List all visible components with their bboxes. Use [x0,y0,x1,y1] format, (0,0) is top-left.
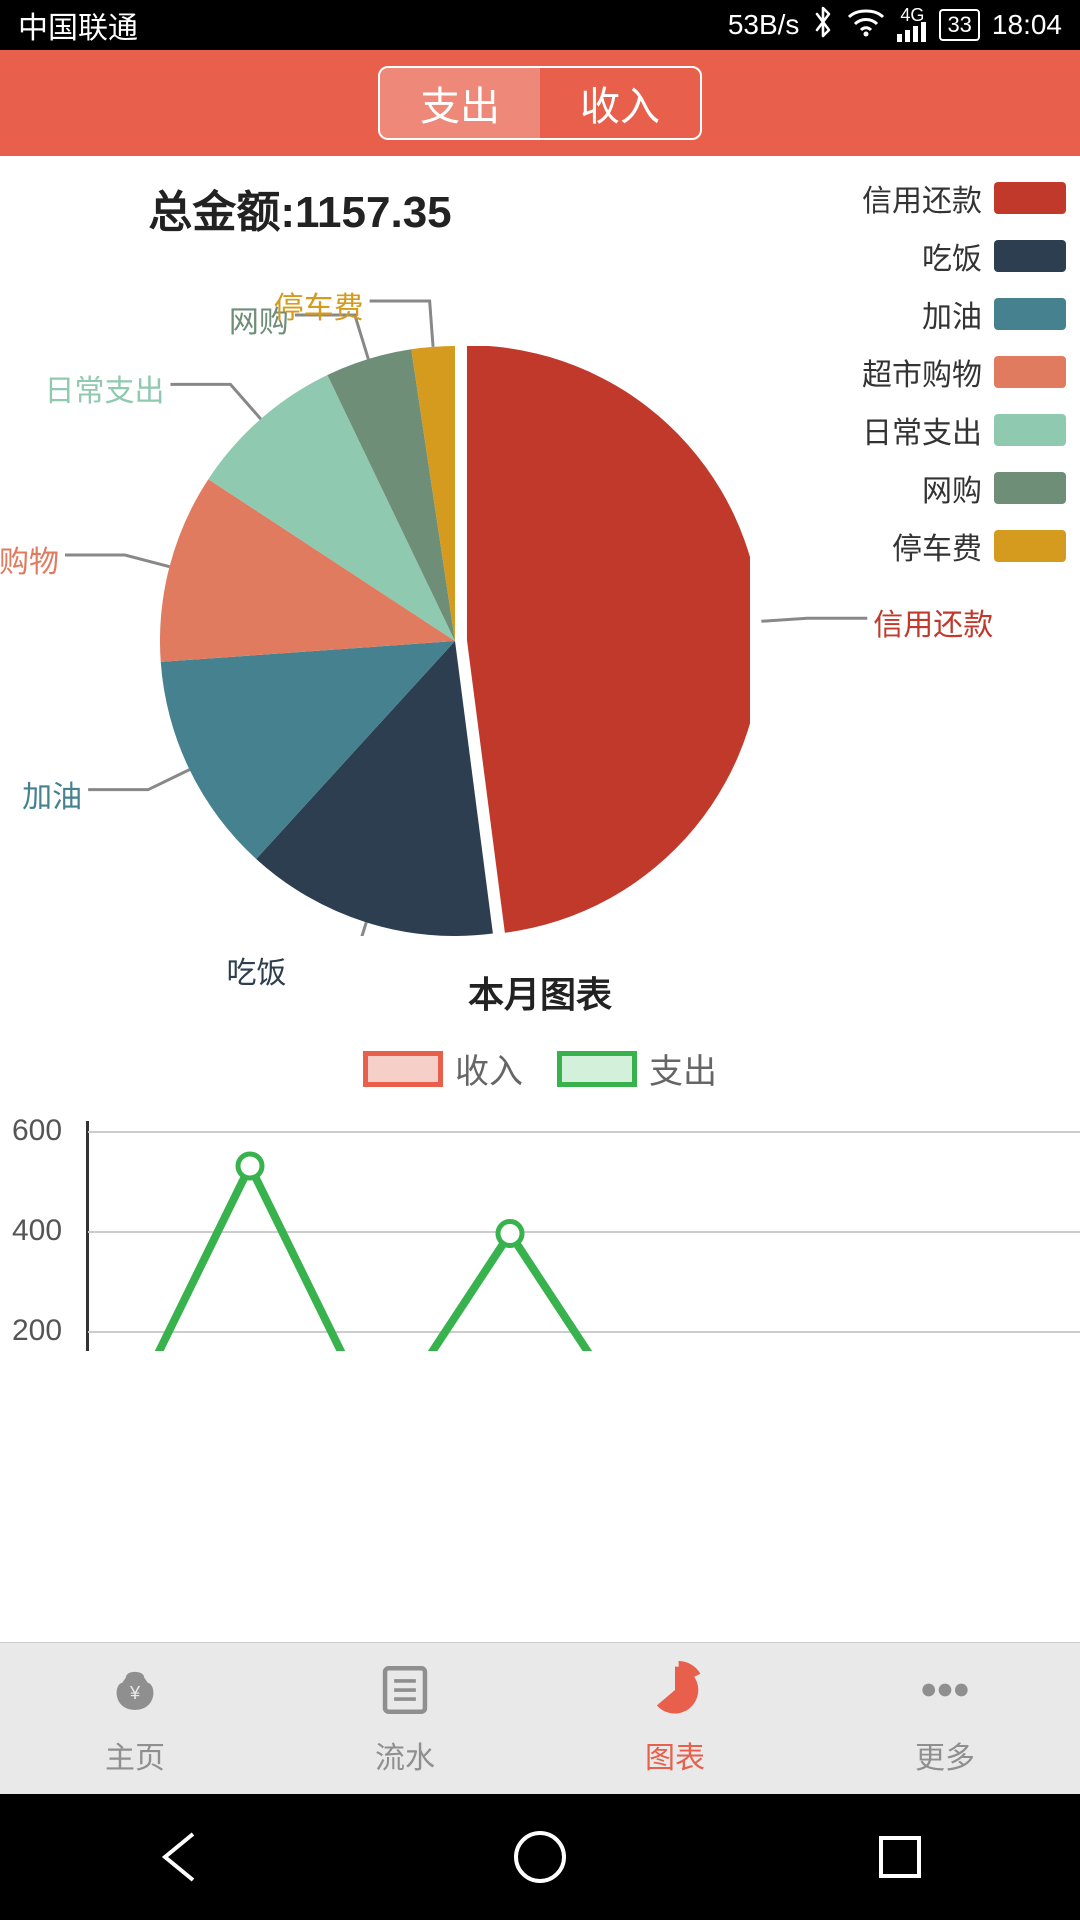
tabbar-label: 流水 [375,1733,435,1777]
legend-日常支出[interactable]: 日常支出 [862,408,1066,452]
tab-income[interactable]: 收入 [540,68,700,138]
legend-swatch [994,472,1066,504]
monthly-legend-收入[interactable]: 收入 [363,1044,523,1093]
tabbar-label: 图表 [645,1733,705,1777]
pie-slice-信用还款[interactable] [467,346,750,933]
legend-label: 加油 [922,292,982,336]
bluetooth-icon [811,5,835,46]
svg-text:¥: ¥ [129,1683,141,1703]
legend-swatch [994,182,1066,214]
monthly-chart-section: 本月图表 收入 支出 600 400 200 [0,966,1080,1351]
legend-label: 吃饭 [922,234,982,278]
status-bar: 中国联通 53B/s 4G 33 18:04 [0,0,1080,50]
pie-callout-停车费: 停车费 [274,283,364,327]
pie-callout-日常支出: 日常支出 [44,366,164,410]
monthly-legend-swatch [557,1051,637,1087]
pie-callout-吃饭: 吃饭 [226,948,286,992]
tabbar-label: 主页 [105,1733,165,1777]
tabbar-home[interactable]: ¥ 主页 [0,1643,270,1794]
legend-label: 网购 [922,466,982,510]
tab-expense[interactable]: 支出 [380,68,540,138]
monthly-legend-支出[interactable]: 支出 [557,1044,717,1093]
pie-callout-加油: 加油 [22,772,82,816]
tab-income-label: 收入 [580,74,660,132]
monthly-title: 本月图表 [0,966,1080,1018]
chart-icon [646,1661,704,1727]
home-icon: ¥ [106,1661,164,1727]
wifi-icon [847,7,885,44]
legend-信用还款[interactable]: 信用还款 [862,176,1066,220]
nav-back[interactable] [145,1822,215,1892]
tab-expense-label: 支出 [420,74,500,132]
more-icon [916,1661,974,1727]
pie-legend: 信用还款吃饭加油超市购物日常支出网购停车费 [862,176,1066,568]
android-navbar [0,1794,1080,1920]
tabbar-chart[interactable]: 图表 [540,1643,810,1794]
monthly-legend-label: 支出 [649,1044,717,1093]
tabbar-label: 更多 [915,1733,975,1777]
header: 支出 收入 [0,50,1080,156]
monthly-legend-label: 收入 [455,1044,523,1093]
monthly-line-chart[interactable]: 600 400 200 [0,1111,1080,1351]
legend-swatch [994,240,1066,272]
legend-swatch [994,414,1066,446]
legend-swatch [994,298,1066,330]
carrier-label: 中国联通 [18,3,138,47]
monthly-legend-swatch [363,1051,443,1087]
tabbar-more[interactable]: 更多 [810,1643,1080,1794]
legend-label: 信用还款 [862,176,982,220]
pie-chart-area: 总金额:1157.35 信用还款吃饭加油超市购物日常支出网购停车费 信用还款吃饭… [0,156,1080,936]
flow-icon [376,1661,434,1727]
nav-home[interactable] [505,1822,575,1892]
monthly-legend: 收入 支出 [0,1044,1080,1093]
legend-吃饭[interactable]: 吃饭 [862,234,1066,278]
legend-网购[interactable]: 网购 [862,466,1066,510]
legend-加油[interactable]: 加油 [862,292,1066,336]
battery-icon: 33 [939,9,979,41]
legend-停车费[interactable]: 停车费 [862,524,1066,568]
legend-label: 停车费 [892,524,982,568]
pie-callout-信用还款: 信用还款 [873,600,993,644]
content: 总金额:1157.35 信用还款吃饭加油超市购物日常支出网购停车费 信用还款吃饭… [0,156,1080,1642]
legend-swatch [994,530,1066,562]
pie-total-title: 总金额:1157.35 [0,176,600,240]
net-speed: 53B/s [728,9,800,41]
line-svg [0,1111,1080,1351]
expense-income-segment: 支出 收入 [378,66,702,140]
pie-chart[interactable] [160,346,750,936]
signal-4g-icon: 4G [897,8,927,42]
bottom-tabbar: ¥ 主页 流水 图表 更多 [0,1642,1080,1794]
clock: 18:04 [992,9,1062,41]
legend-swatch [994,356,1066,388]
legend-label: 超市购物 [862,350,982,394]
legend-label: 日常支出 [862,408,982,452]
legend-超市购物[interactable]: 超市购物 [862,350,1066,394]
pie-callout-超市购物: 超市购物 [0,537,59,581]
tabbar-flow[interactable]: 流水 [270,1643,540,1794]
nav-recent[interactable] [865,1822,935,1892]
